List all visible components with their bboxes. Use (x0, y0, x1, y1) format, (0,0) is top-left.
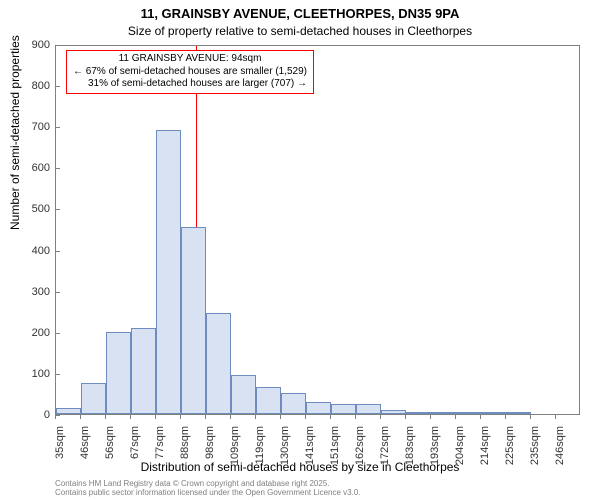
histogram-bar (431, 412, 456, 414)
credits-line2: Contains public sector information licen… (55, 489, 361, 498)
histogram-bar (131, 328, 156, 414)
chart-subtitle: Size of property relative to semi-detach… (0, 24, 600, 38)
histogram-bar (456, 412, 481, 414)
histogram-bar (381, 410, 406, 414)
x-tick-label: 77sqm (154, 426, 166, 471)
x-tick-label: 67sqm (129, 426, 141, 471)
x-tick-label: 98sqm (204, 426, 216, 471)
credits: Contains HM Land Registry data © Crown c… (55, 480, 361, 498)
histogram-bar (256, 387, 281, 414)
histogram-bar (81, 383, 106, 414)
x-tick-label: 109sqm (229, 426, 241, 471)
x-tick-label: 183sqm (404, 426, 416, 471)
y-tick (55, 127, 60, 128)
histogram-bar (481, 412, 506, 414)
annotation-line1: 11 GRAINSBY AVENUE: 94sqm (73, 53, 307, 66)
x-tick (330, 414, 331, 419)
x-tick (455, 414, 456, 419)
x-tick (205, 414, 206, 419)
histogram-bar (406, 412, 431, 414)
x-tick-label: 56sqm (104, 426, 116, 471)
y-tick-label: 200 (0, 327, 50, 339)
y-tick-label: 600 (0, 162, 50, 174)
x-tick (255, 414, 256, 419)
y-tick (55, 86, 60, 87)
y-tick-label: 300 (0, 286, 50, 298)
y-tick-label: 700 (0, 121, 50, 133)
y-tick-label: 900 (0, 39, 50, 51)
histogram-bar (306, 402, 331, 414)
x-tick (430, 414, 431, 419)
chart-title: 11, GRAINSBY AVENUE, CLEETHORPES, DN35 9… (0, 6, 600, 21)
x-tick-label: 162sqm (354, 426, 366, 471)
x-tick-label: 235sqm (529, 426, 541, 471)
histogram-bar (506, 412, 531, 414)
x-tick (405, 414, 406, 419)
x-tick (530, 414, 531, 419)
annotation-line2: ← 67% of semi-detached houses are smalle… (73, 66, 307, 79)
x-tick-label: 151sqm (329, 426, 341, 471)
y-tick (55, 209, 60, 210)
x-tick-label: 204sqm (454, 426, 466, 471)
x-tick-label: 141sqm (304, 426, 316, 471)
x-tick (555, 414, 556, 419)
histogram-bar (156, 130, 181, 414)
x-tick (380, 414, 381, 419)
x-tick (480, 414, 481, 419)
x-tick-label: 225sqm (504, 426, 516, 471)
x-tick (180, 414, 181, 419)
x-tick (230, 414, 231, 419)
histogram-bar (331, 404, 356, 414)
histogram-bar (56, 408, 81, 414)
y-tick-label: 800 (0, 80, 50, 92)
y-tick (55, 45, 60, 46)
histogram-bar (231, 375, 256, 414)
x-tick (130, 414, 131, 419)
x-tick-label: 46sqm (79, 426, 91, 471)
histogram-bar (356, 404, 381, 414)
chart-container: 11, GRAINSBY AVENUE, CLEETHORPES, DN35 9… (0, 0, 600, 500)
x-tick-label: 214sqm (479, 426, 491, 471)
histogram-bar (281, 393, 306, 414)
x-tick-label: 246sqm (554, 426, 566, 471)
histogram-bar (181, 227, 206, 414)
y-tick-label: 500 (0, 203, 50, 215)
y-tick (55, 168, 60, 169)
x-tick-label: 193sqm (429, 426, 441, 471)
x-tick-label: 172sqm (379, 426, 391, 471)
x-tick (105, 414, 106, 419)
y-tick-label: 100 (0, 368, 50, 380)
x-tick (305, 414, 306, 419)
plot-area: 11 GRAINSBY AVENUE: 94sqm ← 67% of semi-… (55, 45, 580, 415)
y-tick-label: 0 (0, 409, 50, 421)
x-tick (280, 414, 281, 419)
x-tick (80, 414, 81, 419)
annotation-box: 11 GRAINSBY AVENUE: 94sqm ← 67% of semi-… (66, 50, 314, 94)
x-tick (355, 414, 356, 419)
x-tick-label: 130sqm (279, 426, 291, 471)
x-tick-label: 35sqm (54, 426, 66, 471)
y-tick (55, 333, 60, 334)
y-tick (55, 251, 60, 252)
x-tick (155, 414, 156, 419)
x-tick (55, 414, 56, 419)
x-tick-label: 119sqm (254, 426, 266, 471)
x-tick (505, 414, 506, 419)
histogram-bar (106, 332, 131, 414)
y-tick (55, 374, 60, 375)
x-tick-label: 88sqm (179, 426, 191, 471)
y-tick (55, 292, 60, 293)
y-tick-label: 400 (0, 245, 50, 257)
histogram-bar (206, 313, 231, 414)
annotation-line3: 31% of semi-detached houses are larger (… (73, 78, 307, 91)
